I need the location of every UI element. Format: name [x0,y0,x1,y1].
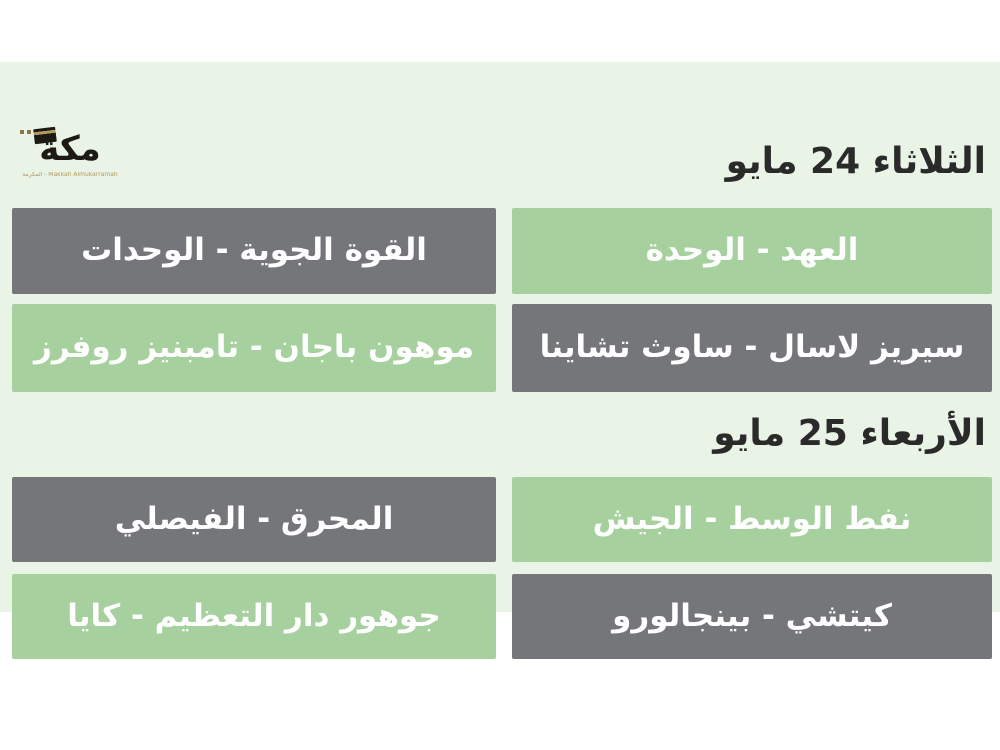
logo-tagline: المكرمة - Makkah Almukarramah [22,172,118,178]
infographic-canvas: مكة المكرمة - Makkah Almukarramah الثلاث… [0,62,1000,659]
match-card: العهد - الوحدة [512,208,992,294]
match-card: القوة الجوية - الوحدات [12,208,496,294]
makkah-newspaper-logo: مكة المكرمة - Makkah Almukarramah [18,126,122,184]
match-card: سيريز لاسال - ساوث تشاينا [512,304,992,392]
logo-dots [20,130,31,134]
match-card: كيتشي - بينجالورو [512,574,992,659]
match-card-label: جوهور دار التعظيم - كايا [67,597,441,634]
match-card-label: موهون باجان - تامبنيز روفرز [33,329,475,366]
match-card-label: المحرق - الفيصلي [114,500,394,537]
day-heading-tuesday-24-may: الثلاثاء 24 مايو [725,141,986,182]
day-heading-wednesday-25-may: الأربعاء 25 مايو [713,413,986,454]
match-card: نفط الوسط - الجيش [512,477,992,562]
match-card: المحرق - الفيصلي [12,477,496,562]
logo-wordmark: مكة [39,129,101,169]
match-card: جوهور دار التعظيم - كايا [12,574,496,659]
match-card-label: نفط الوسط - الجيش [592,500,912,537]
match-card-label: العهد - الوحدة [645,232,859,269]
match-card-label: سيريز لاسال - ساوث تشاينا [539,329,965,366]
match-card: موهون باجان - تامبنيز روفرز [12,304,496,392]
match-card-label: القوة الجوية - الوحدات [81,232,427,269]
match-card-label: كيتشي - بينجالورو [612,597,892,634]
